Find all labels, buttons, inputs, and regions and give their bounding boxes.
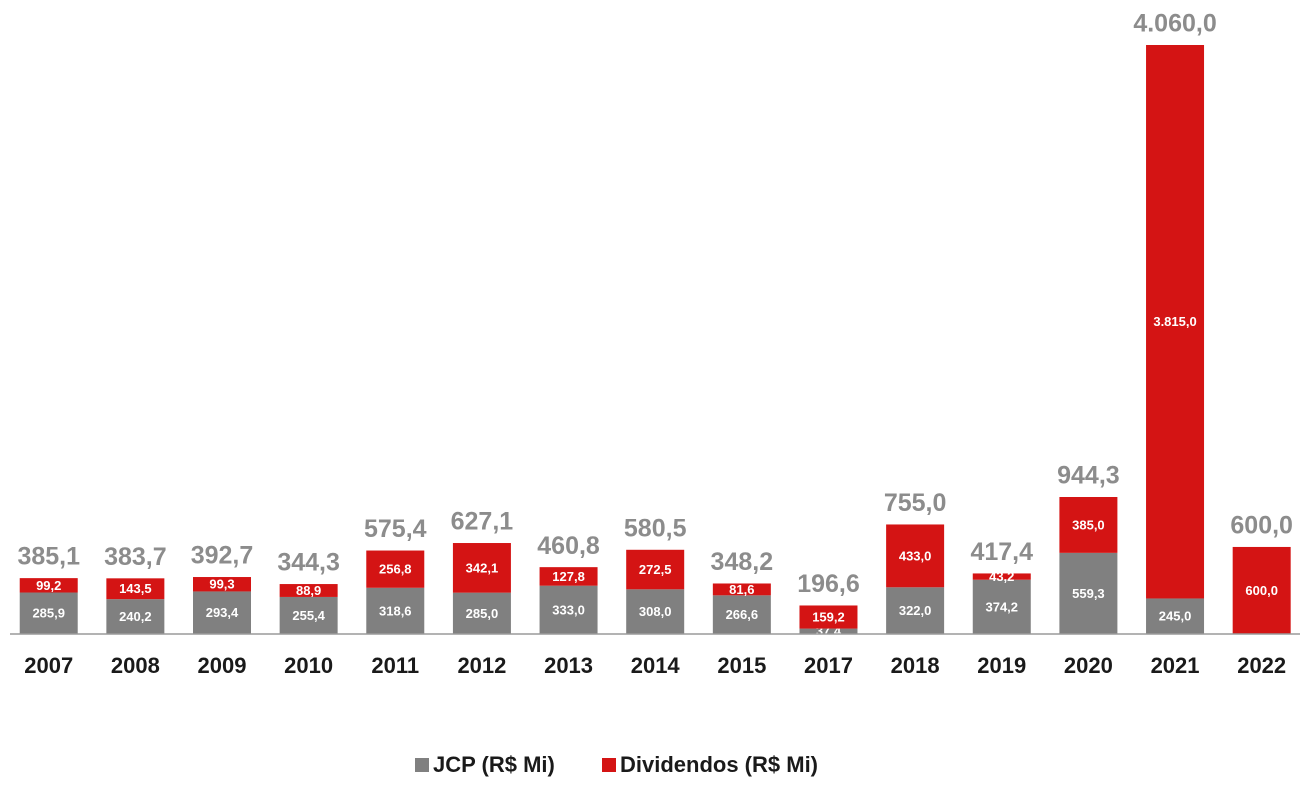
data-label: 285,9 xyxy=(32,606,65,621)
x-tick-label: 2021 xyxy=(1151,653,1200,678)
legend-swatch xyxy=(415,758,429,772)
bar-segment xyxy=(1146,598,1205,634)
data-label: 308,0 xyxy=(639,604,672,619)
data-label: 99,2 xyxy=(36,578,61,593)
data-label: 600,0 xyxy=(1245,583,1278,598)
data-label: 266,6 xyxy=(726,607,759,622)
bar-segment xyxy=(1146,45,1205,599)
bar-segment xyxy=(106,578,165,600)
bar-segment xyxy=(19,592,78,634)
bar-segment xyxy=(366,550,425,588)
total-label: 4.060,0 xyxy=(1133,10,1216,38)
data-label: 318,6 xyxy=(379,603,412,618)
data-label: 43,2 xyxy=(989,569,1014,584)
bar-segment xyxy=(106,599,165,634)
data-label: 127,8 xyxy=(552,569,585,584)
bar-segment xyxy=(539,585,598,634)
total-label: 575,4 xyxy=(364,515,427,543)
data-label: 81,6 xyxy=(729,582,754,597)
bar-segment xyxy=(19,578,78,593)
bar-segment xyxy=(626,589,685,634)
x-tick-label: 2012 xyxy=(457,653,506,678)
total-label: 385,1 xyxy=(17,543,80,571)
data-label: 99,3 xyxy=(209,577,234,592)
data-label: 159,2 xyxy=(812,609,845,624)
total-label: 417,4 xyxy=(970,538,1033,566)
total-label: 600,0 xyxy=(1230,512,1293,540)
data-label: 255,4 xyxy=(292,608,325,623)
total-label: 392,7 xyxy=(191,542,254,570)
x-tick-label: 2017 xyxy=(804,653,853,678)
total-label: 344,3 xyxy=(277,549,340,577)
bar-segment xyxy=(799,605,858,629)
bar-segment xyxy=(452,543,511,593)
total-label: 460,8 xyxy=(537,532,600,560)
x-tick-label: 2007 xyxy=(24,653,73,678)
legend-label: JCP (R$ Mi) xyxy=(433,752,555,777)
bar-segment xyxy=(1059,497,1118,553)
data-label: 88,9 xyxy=(296,583,321,598)
x-tick-label: 2013 xyxy=(544,653,593,678)
data-label: 143,5 xyxy=(119,581,152,596)
data-label: 374,2 xyxy=(985,599,1018,614)
data-label: 322,0 xyxy=(899,603,932,618)
x-tick-label: 2022 xyxy=(1237,653,1286,678)
bar-segment xyxy=(626,549,685,590)
x-tick-label: 2008 xyxy=(111,653,160,678)
total-label: 755,0 xyxy=(884,489,947,517)
bar-segment xyxy=(366,587,425,634)
bar-segment xyxy=(193,591,251,634)
data-label: 285,0 xyxy=(466,606,499,621)
data-label: 342,1 xyxy=(466,560,499,575)
total-label: 196,6 xyxy=(797,570,860,598)
data-label: 333,0 xyxy=(552,602,585,617)
data-label: 559,3 xyxy=(1072,586,1105,601)
data-label: 240,2 xyxy=(119,609,152,624)
bar-segment xyxy=(539,567,598,586)
bar-segment xyxy=(972,573,1031,580)
x-tick-label: 2020 xyxy=(1064,653,1113,678)
total-label: 580,5 xyxy=(624,514,687,542)
x-tick-label: 2015 xyxy=(717,653,766,678)
legend: JCP (R$ Mi) Dividendos (R$ Mi) xyxy=(415,752,818,777)
x-tick-label: 2018 xyxy=(891,653,940,678)
bar-segment xyxy=(972,579,1031,634)
bar-segment xyxy=(452,592,511,634)
total-label: 944,3 xyxy=(1057,462,1120,490)
bar-segment xyxy=(1232,546,1291,634)
bar-segment xyxy=(193,577,251,592)
total-label: 383,7 xyxy=(104,543,167,571)
bar-segment xyxy=(799,628,858,634)
legend-swatch xyxy=(602,758,616,772)
bar-segment xyxy=(279,596,338,634)
total-label: 348,2 xyxy=(711,548,774,576)
bar-segment xyxy=(886,524,945,588)
data-label: 256,8 xyxy=(379,562,412,577)
data-label: 433,0 xyxy=(899,548,932,563)
x-tick-label: 2009 xyxy=(198,653,247,678)
x-tick-label: 2019 xyxy=(977,653,1026,678)
bar-segment xyxy=(279,584,338,597)
data-label: 245,0 xyxy=(1159,609,1192,624)
x-tick-label: 2010 xyxy=(284,653,333,678)
data-label: 272,5 xyxy=(639,562,672,577)
data-label: 385,0 xyxy=(1072,517,1105,532)
bar-segment xyxy=(712,583,771,596)
total-label: 627,1 xyxy=(451,508,514,536)
data-label: 293,4 xyxy=(206,605,239,620)
x-tick-label: 2014 xyxy=(631,653,681,678)
legend-label: Dividendos (R$ Mi) xyxy=(620,752,818,777)
bar-segment xyxy=(1059,552,1118,634)
bar-segment xyxy=(712,595,771,634)
x-tick-label: 2011 xyxy=(371,653,419,678)
data-label: 3.815,0 xyxy=(1153,314,1196,329)
bar-segment xyxy=(886,587,945,634)
